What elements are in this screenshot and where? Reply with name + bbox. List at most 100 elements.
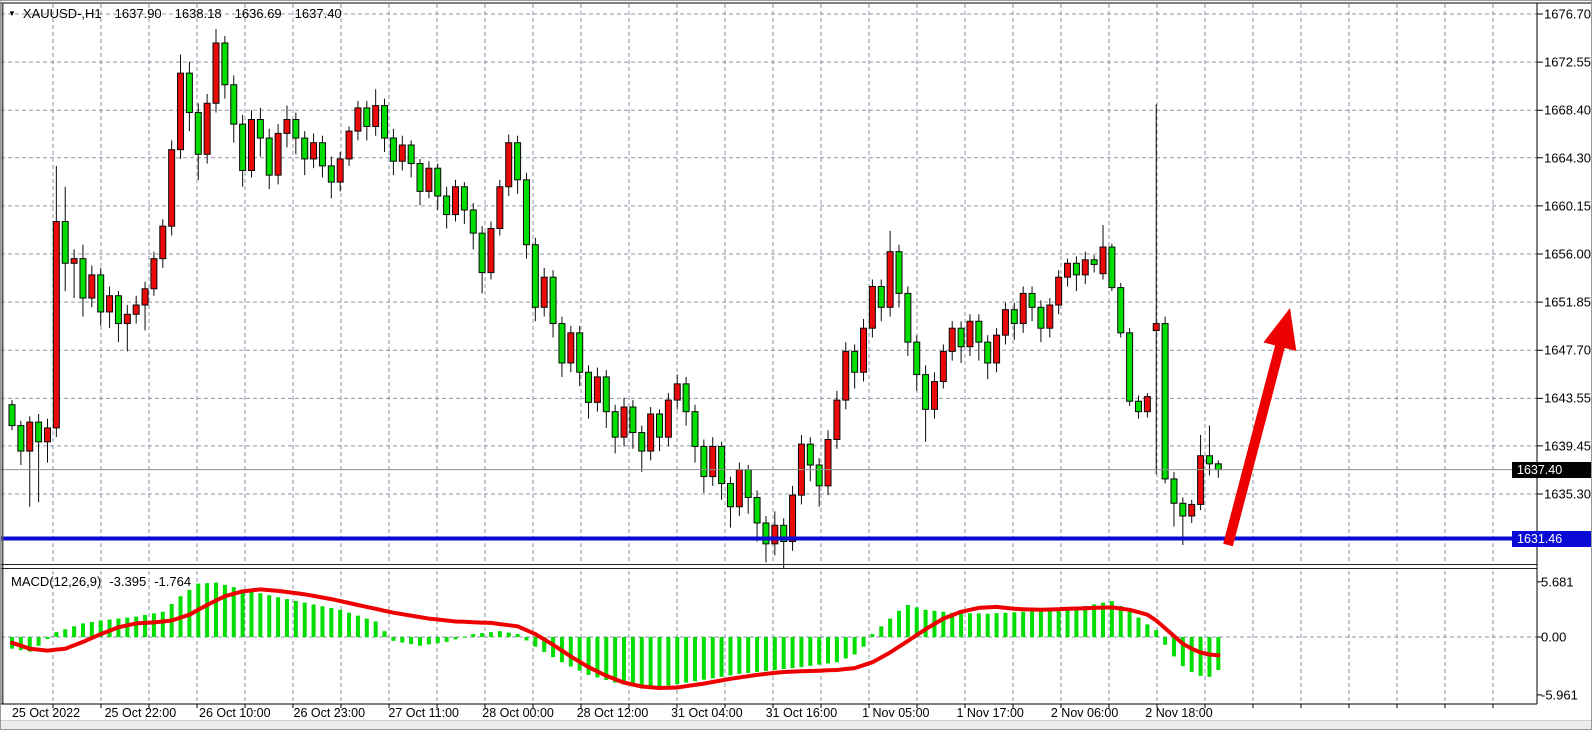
macd-bar [1163, 637, 1168, 645]
macd-bar [1083, 605, 1088, 637]
bull-candle [824, 438, 832, 487]
macd-bar [710, 637, 715, 679]
indicator-name: MACD(12,26,9) [11, 574, 102, 589]
time-axis-label: 2 Nov 06:00 [1050, 706, 1119, 720]
time-axis-label: 28 Oct 12:00 [576, 706, 649, 720]
macd-bar [134, 616, 139, 637]
trend-arrow[interactable] [1223, 308, 1297, 547]
macd-bar [994, 613, 999, 637]
bear-candle [602, 376, 610, 413]
symbol-dropdown-icon[interactable]: ▼ [8, 9, 16, 18]
price-axis-label: 1639.45 [1544, 438, 1591, 454]
bull-candle [88, 274, 96, 299]
macd-bar [1154, 630, 1159, 637]
bear-candle [700, 445, 708, 478]
macd-bar [205, 583, 210, 637]
macd-bar [941, 611, 946, 637]
macd-bar [755, 637, 760, 672]
bear-candle [256, 119, 264, 139]
price-axis-label: 1676.70 [1544, 6, 1591, 22]
macd-bar [1136, 617, 1141, 637]
bear-candle [221, 42, 229, 86]
bear-candle [514, 142, 522, 181]
macd-bar [355, 615, 360, 637]
bear-candle [585, 371, 593, 403]
macd-bar [817, 637, 822, 665]
time-axis-label: 25 Oct 22:00 [104, 706, 177, 720]
macd-bar [852, 637, 857, 655]
bear-candle [1028, 292, 1036, 308]
price-axis-label: 1651.85 [1544, 294, 1591, 310]
price-axis-label: 1656.00 [1544, 246, 1591, 262]
macd-axis-label: -5.961 [1541, 687, 1578, 703]
macd-bar [675, 637, 680, 685]
macd-bar [453, 637, 458, 640]
bear-candle [558, 323, 566, 364]
macd-bar [1030, 611, 1035, 637]
bull-candle [26, 421, 34, 452]
bull-candle [1046, 304, 1054, 329]
bull-candle [177, 72, 185, 151]
time-axis-label: 1 Nov 05:00 [862, 706, 930, 720]
macd-bar [595, 637, 600, 678]
bull-candle [487, 227, 495, 274]
bear-candle [638, 432, 646, 452]
bull-candle [647, 413, 655, 452]
bear-candle [79, 258, 87, 299]
bear-candle [1072, 262, 1080, 276]
bear-candle [1117, 287, 1125, 334]
macd-bar [701, 637, 706, 680]
macd-bar [719, 637, 724, 677]
bull-candle [106, 295, 114, 313]
bull-candle [868, 285, 876, 329]
time-axis-label: 1 Nov 17:00 [956, 706, 1024, 720]
bull-candle [123, 313, 131, 325]
macd-bar [790, 637, 795, 669]
bear-candle [460, 186, 468, 211]
bull-candle [1019, 292, 1027, 325]
macd-bar [728, 637, 733, 676]
macd-bar [604, 637, 609, 681]
window-bottom-strip [1, 720, 1591, 729]
macd-bar [577, 637, 582, 671]
bull-candle [540, 276, 548, 308]
macd-bar [45, 637, 50, 639]
time-axis-label: 25 Oct 2022 [11, 706, 81, 720]
bull-candle [1188, 503, 1196, 517]
macd-bar [63, 629, 68, 637]
bull-candle [452, 186, 459, 216]
macd-bar [959, 612, 964, 637]
macd-bar [284, 599, 289, 637]
bear-candle [682, 383, 690, 413]
bull-candle [141, 288, 149, 306]
bear-candle [35, 421, 43, 443]
macd-bar [1207, 637, 1212, 677]
bear-candle [780, 524, 788, 543]
bear-candle [904, 292, 912, 343]
bull-candle [673, 383, 681, 401]
macd-bar [799, 637, 804, 668]
macd-bar [54, 632, 59, 637]
bear-candle [806, 443, 814, 466]
macd-bar [630, 637, 635, 687]
macd-bar [18, 637, 23, 651]
bull-candle [132, 304, 140, 315]
bull-candle [1064, 262, 1072, 278]
low-value: 1636.69 [234, 6, 282, 21]
macd-bar [1198, 637, 1203, 676]
bear-candle [61, 221, 69, 264]
macd-bar [1012, 612, 1017, 637]
bear-candle [239, 123, 247, 172]
bull-candle [833, 399, 841, 440]
macd-bar [1127, 611, 1132, 637]
macd-bar [861, 637, 866, 647]
macd-bar [391, 637, 396, 641]
macd-bar [1109, 601, 1114, 637]
indicator-main-value: -3.395 [109, 574, 147, 589]
bear-candle [17, 425, 25, 452]
bull-candle [159, 225, 167, 260]
macd-bar [382, 631, 387, 637]
macd-bar [249, 591, 254, 637]
